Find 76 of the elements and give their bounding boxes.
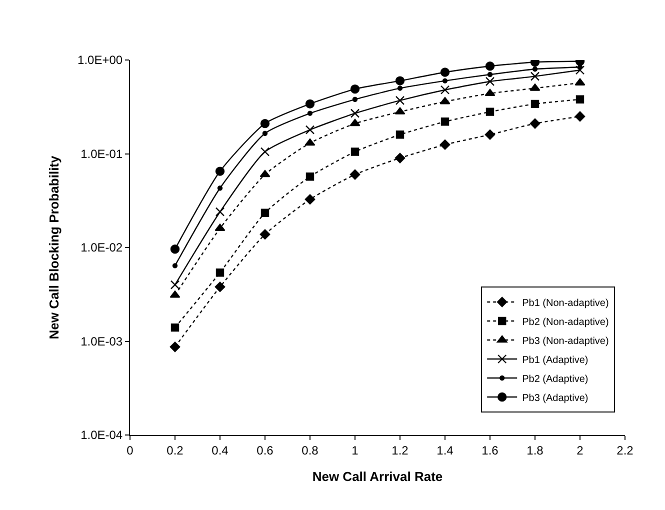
legend-label: Pb2 (Non-adaptive)	[522, 316, 609, 328]
point	[260, 229, 270, 240]
point	[574, 111, 586, 122]
point	[170, 280, 180, 290]
point	[214, 282, 226, 292]
y-tick-label: 1.0E-03	[80, 334, 123, 348]
point	[440, 140, 450, 150]
x-tick-label: 0	[126, 443, 134, 458]
point	[217, 186, 223, 191]
point	[532, 66, 538, 72]
point	[170, 244, 180, 254]
point	[440, 85, 450, 94]
x-tick-label: 0.8	[302, 443, 319, 458]
point	[485, 76, 495, 86]
legend-label: Pb1 (Adaptive)	[522, 354, 588, 366]
point	[215, 207, 225, 216]
point	[530, 100, 540, 108]
point	[304, 138, 316, 146]
legend-label: Pb1 (Non-adaptive)	[522, 298, 609, 309]
point	[397, 86, 403, 91]
x-axis-title: New Call Arrival Rate	[312, 469, 443, 484]
point	[575, 66, 585, 75]
point	[260, 208, 270, 217]
x-tick-label: 1.6	[482, 443, 499, 458]
point	[530, 72, 540, 81]
point	[170, 323, 180, 332]
x-tick-label: 2	[576, 443, 584, 458]
point	[350, 169, 360, 180]
point	[350, 108, 360, 118]
point	[350, 84, 360, 94]
point	[394, 152, 406, 164]
point	[484, 88, 496, 96]
point	[484, 129, 496, 140]
point	[440, 68, 450, 77]
legend-label: Pb2 (Adaptive)	[522, 374, 588, 385]
point	[215, 166, 225, 176]
point	[487, 72, 493, 78]
x-tick-label: 0.6	[256, 443, 274, 458]
y-tick-label: 1.0E-04	[80, 428, 123, 442]
point	[260, 147, 270, 156]
legend-label: Pb3 (Non-adaptive)	[522, 336, 609, 347]
point	[485, 62, 495, 71]
point	[350, 148, 360, 156]
x-tick-label: 1	[352, 443, 359, 458]
point	[350, 118, 360, 126]
point	[260, 118, 270, 128]
legend-label: Pb3 (Adaptive)	[522, 392, 588, 404]
point	[306, 172, 314, 181]
y-axis-title: New Call Blocking Probability	[46, 154, 62, 340]
y-tick-label: 1.0E-01	[80, 146, 123, 161]
point	[304, 194, 316, 205]
x-tick-label: 0.2	[166, 443, 184, 458]
point	[395, 96, 405, 106]
x-tick-label: 0.4	[212, 443, 229, 458]
point	[440, 118, 450, 126]
x-tick-label: 1.8	[526, 443, 544, 458]
point	[486, 108, 494, 116]
y-tick-label: 1.0E-02	[80, 240, 123, 255]
point	[530, 118, 540, 129]
point	[396, 130, 404, 139]
y-tick-label: 1.0E+00	[78, 53, 123, 68]
point	[305, 99, 315, 109]
point	[260, 170, 270, 178]
point	[395, 76, 405, 86]
x-tick-label: 1.4	[436, 443, 454, 458]
x-tick-label: 2.2	[616, 443, 634, 458]
point	[576, 95, 584, 104]
point	[305, 125, 315, 134]
point	[307, 110, 313, 116]
point	[216, 268, 224, 277]
point	[352, 96, 358, 102]
x-tick-label: 1.2	[392, 443, 409, 458]
point	[262, 130, 268, 136]
point	[172, 263, 178, 268]
point	[442, 78, 448, 84]
point	[170, 342, 180, 352]
